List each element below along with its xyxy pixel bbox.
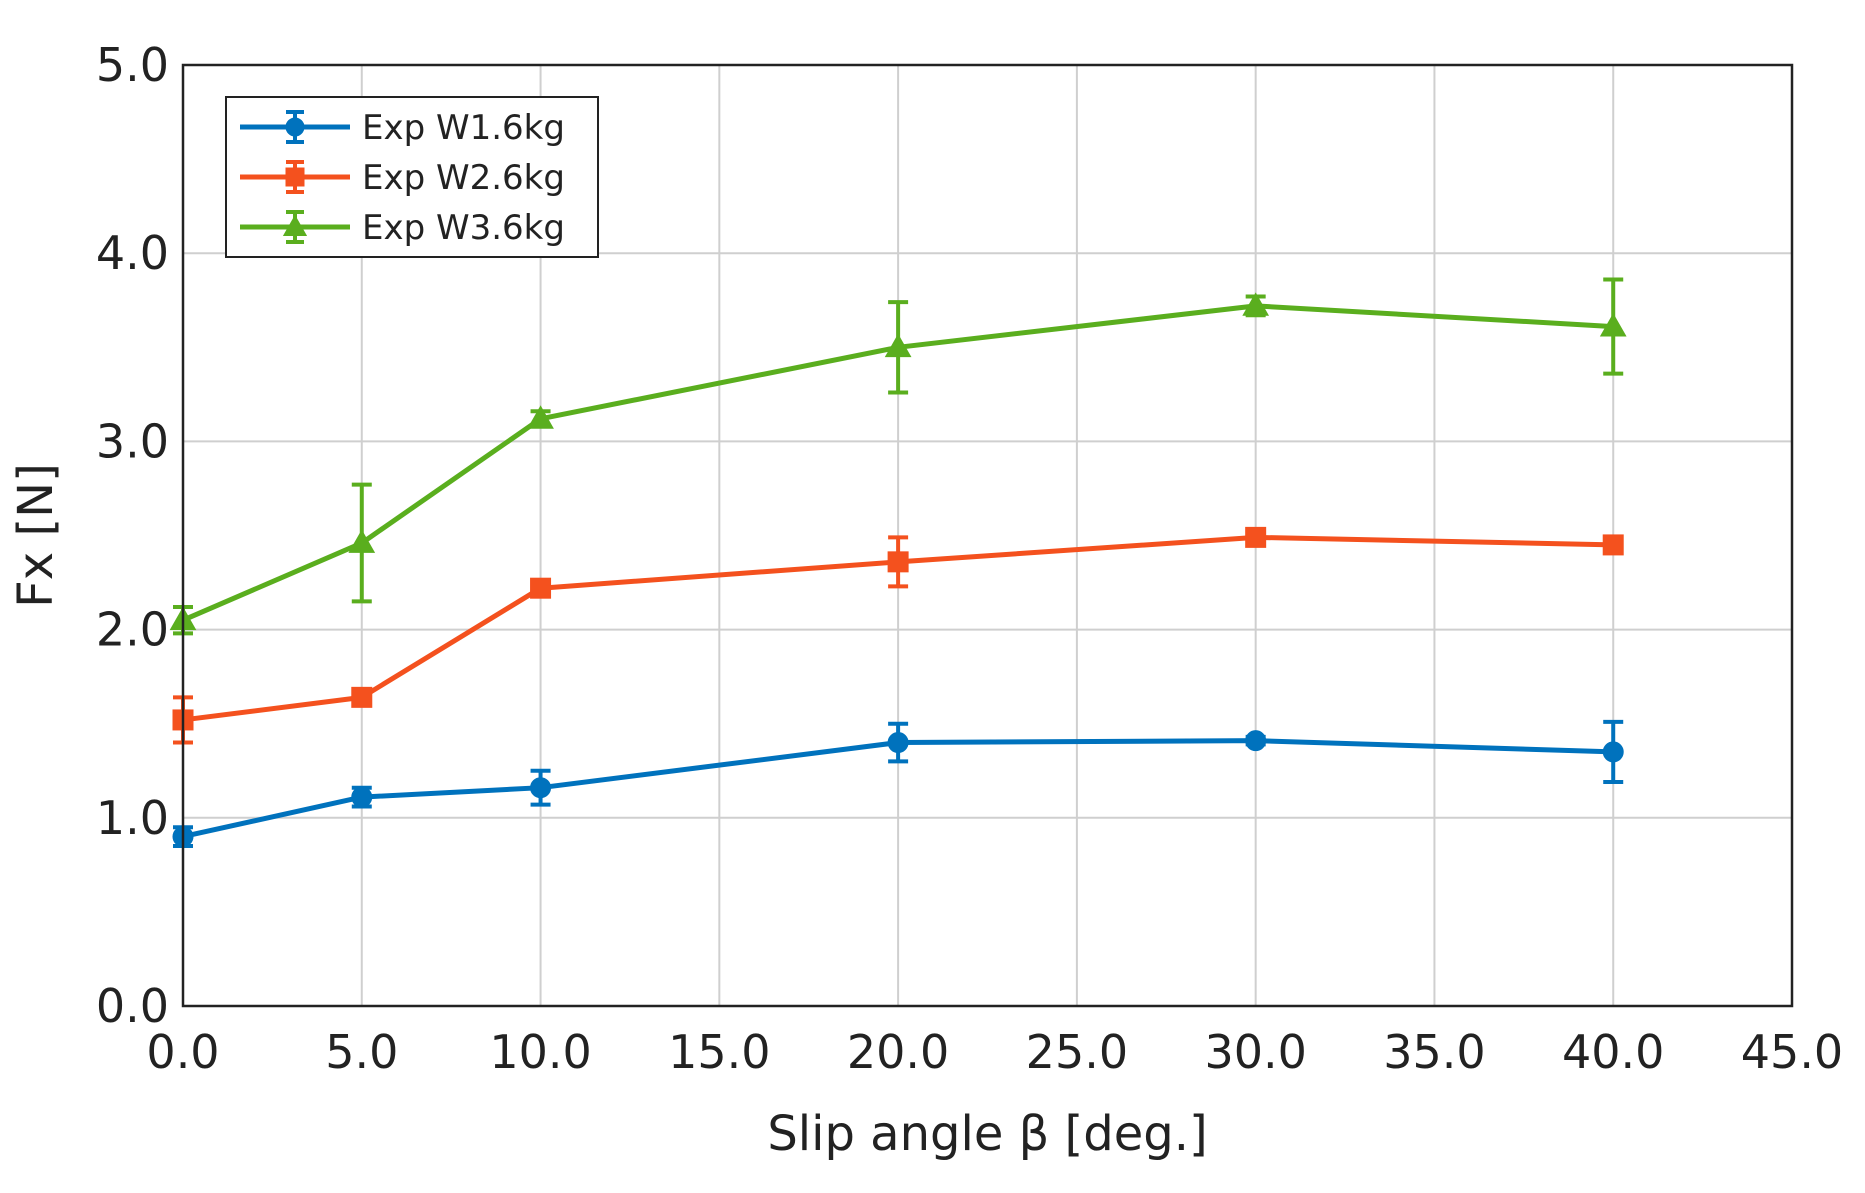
x-axis-label: Slip angle β [deg.]	[767, 1106, 1207, 1162]
y-tick-label: 4.0	[96, 226, 169, 280]
legend-item: Exp W2.6kg	[240, 158, 565, 198]
data-point	[1242, 292, 1270, 316]
data-point	[348, 529, 376, 553]
x-tick-label: 30.0	[1204, 1025, 1306, 1079]
legend-item: Exp W1.6kg	[240, 108, 565, 148]
data-point	[351, 786, 373, 808]
legend-marker	[285, 117, 305, 137]
x-tick-label: 5.0	[325, 1025, 398, 1079]
series-2	[172, 526, 1624, 745]
y-tick-label: 3.0	[96, 414, 169, 468]
grid	[183, 65, 1792, 1006]
x-tick-label: 15.0	[668, 1025, 770, 1079]
legend: Exp W1.6kg Exp W2.6kg Exp W3.6kg	[225, 96, 599, 258]
x-tick-label: 0.0	[146, 1025, 219, 1079]
series-line	[182, 738, 1614, 840]
x-tick-label: 25.0	[1026, 1025, 1128, 1079]
data-point	[887, 732, 909, 754]
data-point	[1599, 313, 1627, 337]
data-point	[351, 686, 373, 708]
legend-marker	[285, 167, 305, 187]
x-tick-label: 40.0	[1562, 1025, 1664, 1079]
data-point	[1245, 730, 1267, 752]
data-point	[527, 405, 554, 429]
series-line	[182, 303, 1614, 623]
data-point	[1602, 741, 1624, 763]
data-point	[530, 577, 552, 599]
data-point	[887, 551, 909, 573]
legend-label: Exp W2.6kg	[362, 158, 565, 198]
legend-label: Exp W3.6kg	[362, 208, 565, 248]
series-3	[169, 277, 1627, 636]
data-point	[1602, 534, 1624, 556]
legend-label: Exp W1.6kg	[362, 108, 565, 148]
plot-frame	[181, 63, 1794, 1008]
y-axis-label: Fx [N]	[8, 463, 64, 608]
legend-item: Exp W3.6kg	[240, 208, 565, 248]
y-tick-label: 0.0	[96, 979, 169, 1033]
data-point	[1245, 526, 1267, 548]
y-tick-label: 5.0	[96, 38, 169, 92]
x-tick-label: 20.0	[847, 1025, 949, 1079]
x-tick-label: 10.0	[489, 1025, 591, 1079]
y-tick-label: 1.0	[96, 791, 169, 845]
x-tick-label: 35.0	[1383, 1025, 1485, 1079]
series-group	[169, 277, 1627, 849]
series-1	[172, 719, 1624, 849]
legend-marker	[282, 214, 308, 236]
y-tick-label: 2.0	[96, 603, 169, 657]
data-point	[530, 777, 552, 799]
data-point	[884, 333, 912, 358]
tick-labels: 0.0 5.0 10.0 15.0 20.0 25.0 30.0 35.0 40.0 45.0 0.…	[96, 38, 1843, 1079]
series-line	[182, 534, 1614, 723]
x-tick-label: 45.0	[1741, 1025, 1843, 1079]
